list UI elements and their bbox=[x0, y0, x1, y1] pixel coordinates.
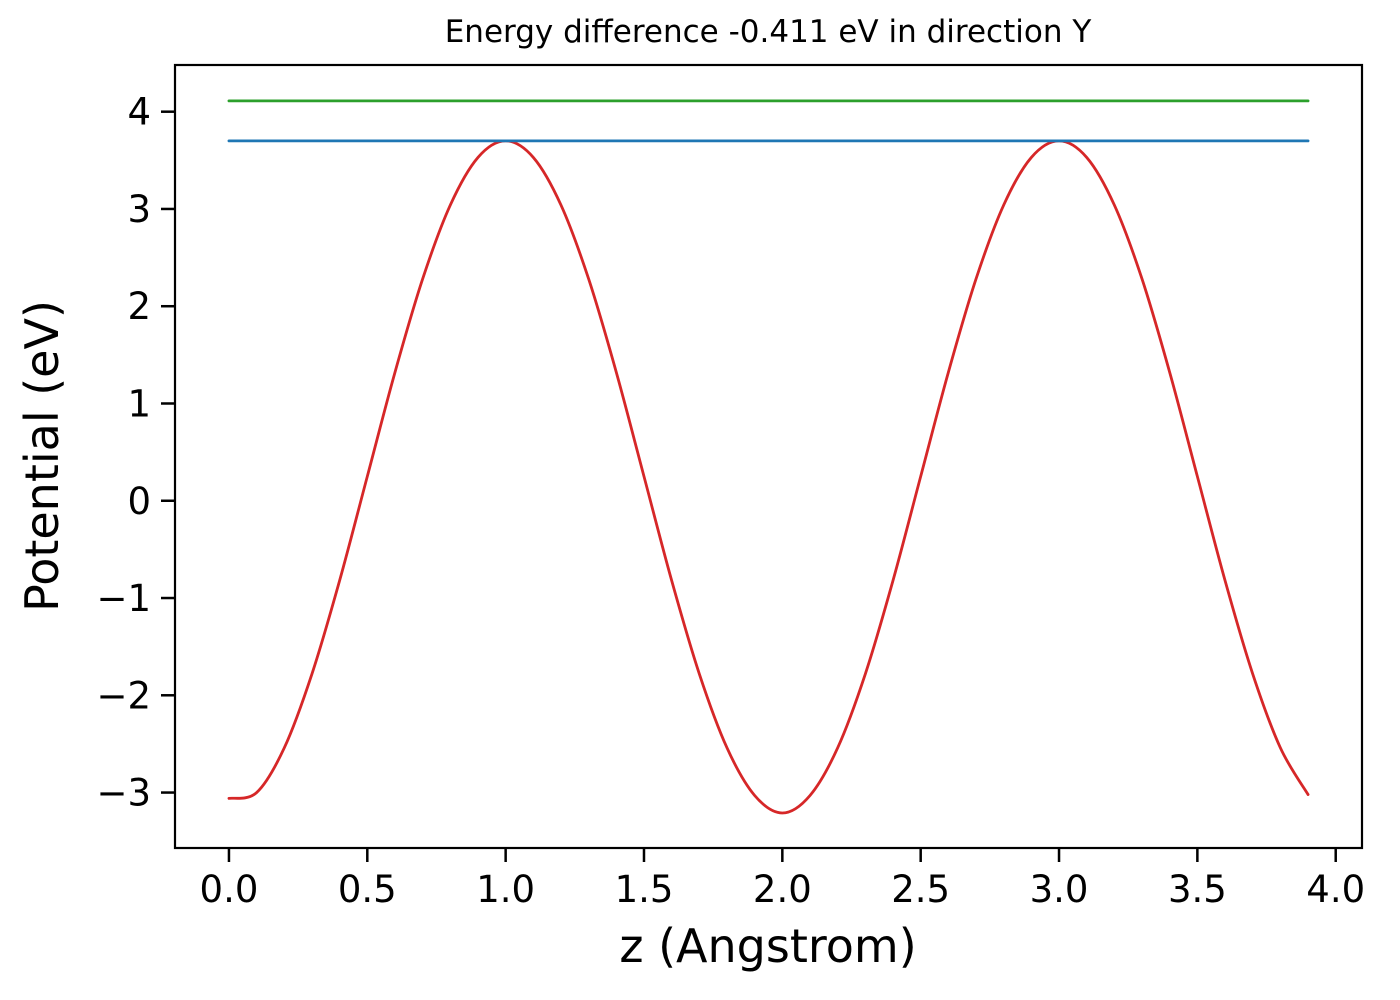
y-tick-label: 3 bbox=[127, 188, 151, 231]
y-tick-label: 4 bbox=[127, 91, 151, 134]
x-tick-label: 0.5 bbox=[338, 868, 397, 911]
x-tick-label: 1.0 bbox=[476, 868, 535, 911]
y-tick-label: 1 bbox=[127, 382, 151, 425]
x-tick-label: 3.5 bbox=[1168, 868, 1227, 911]
series-potential-curve bbox=[227, 139, 1310, 815]
x-tick-label: 2.0 bbox=[753, 868, 812, 911]
y-tick-label: −3 bbox=[96, 772, 151, 815]
x-tick-label: 3.0 bbox=[1030, 868, 1089, 911]
chart-title: Energy difference -0.411 eV in direction… bbox=[445, 14, 1092, 50]
x-tick-label: 2.5 bbox=[891, 868, 950, 911]
x-tick-label: 1.5 bbox=[615, 868, 674, 911]
y-tick-label: 0 bbox=[127, 480, 151, 523]
plot-area: 0.0 0.5 1.0 1.5 2.0 2.5 3.0 3.5 4.0 −3 −2 −1 0 1 2 3 4 bbox=[96, 63, 1365, 911]
plot-border bbox=[173, 63, 1364, 850]
y-axis-label: Potential (eV) bbox=[15, 300, 69, 612]
x-tick-label: 4.0 bbox=[1306, 868, 1365, 911]
x-tick-label: 0.0 bbox=[200, 868, 259, 911]
y-tick-label: −1 bbox=[96, 577, 151, 620]
x-axis-label: z (Angstrom) bbox=[619, 919, 916, 973]
y-tick-label: 2 bbox=[127, 285, 151, 328]
y-tick-label: −2 bbox=[96, 674, 151, 717]
